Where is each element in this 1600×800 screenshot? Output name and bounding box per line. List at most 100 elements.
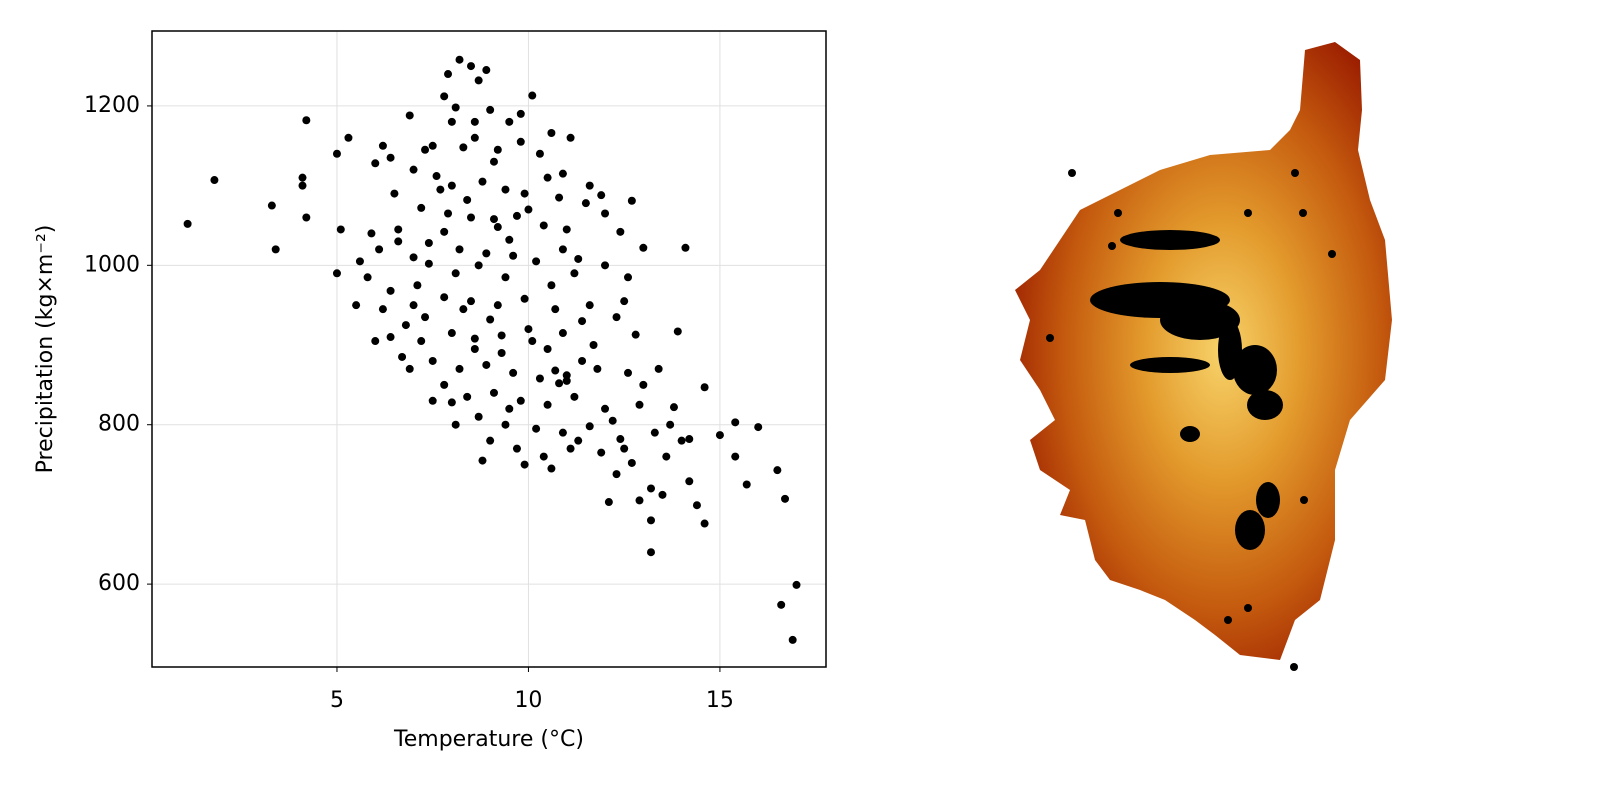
point (581, 199, 590, 208)
point (700, 383, 709, 392)
point (635, 400, 644, 409)
point (470, 117, 479, 126)
point (547, 281, 556, 290)
point (650, 428, 659, 437)
map-point (1291, 169, 1299, 177)
point (482, 66, 491, 75)
point (543, 345, 552, 353)
point (558, 169, 567, 178)
point (302, 116, 311, 125)
point (405, 364, 414, 373)
point (627, 196, 636, 205)
point (551, 366, 560, 375)
point (421, 145, 430, 154)
point (777, 600, 786, 609)
x-tick-label: 10 (514, 688, 542, 713)
point (528, 91, 537, 100)
point (444, 209, 453, 218)
point (210, 176, 219, 185)
point (371, 159, 380, 168)
point (520, 294, 529, 303)
point (355, 257, 364, 266)
point (616, 227, 625, 236)
map-cluster (1218, 320, 1242, 380)
point (451, 420, 460, 429)
point (532, 257, 541, 266)
point (547, 464, 556, 473)
map-point (1108, 242, 1116, 250)
point (543, 400, 552, 409)
point (398, 352, 407, 361)
point (631, 330, 640, 339)
point (535, 149, 544, 158)
y-tick-label: 1000 (84, 252, 140, 277)
point (578, 317, 587, 326)
plot-frame (151, 30, 827, 668)
point (677, 436, 686, 445)
point (447, 117, 456, 126)
point (267, 201, 276, 210)
point (417, 203, 426, 212)
point (597, 191, 606, 200)
point (543, 173, 552, 182)
point (669, 403, 678, 412)
point (505, 404, 514, 413)
map-point (1114, 209, 1122, 217)
point (792, 580, 801, 589)
point (489, 388, 498, 397)
point (520, 189, 529, 198)
point (428, 141, 437, 150)
point (566, 133, 575, 142)
point (455, 364, 464, 373)
map-cluster (1130, 357, 1210, 373)
map-points (1046, 169, 1336, 671)
point (493, 145, 502, 154)
point (455, 55, 464, 64)
point (486, 436, 495, 445)
point (646, 548, 655, 557)
point (673, 327, 682, 336)
point (601, 209, 610, 218)
map-point (1328, 250, 1336, 258)
map-cluster (1120, 230, 1220, 250)
point (604, 498, 613, 507)
map (1015, 42, 1392, 671)
point (662, 452, 671, 461)
point (497, 331, 506, 340)
point (470, 133, 479, 142)
point (654, 364, 663, 373)
point (597, 448, 606, 457)
point (551, 305, 560, 314)
point (497, 348, 506, 357)
point (685, 435, 694, 444)
point (474, 412, 483, 421)
point (754, 423, 763, 432)
point (512, 211, 521, 220)
point (436, 185, 445, 194)
map-cluster (1247, 390, 1283, 420)
point (516, 137, 525, 146)
point (788, 635, 797, 644)
point (467, 297, 476, 306)
point (520, 460, 529, 469)
point (509, 368, 518, 377)
point (467, 213, 476, 222)
point (528, 337, 537, 346)
point (367, 229, 376, 238)
point (562, 371, 571, 380)
point (781, 494, 790, 503)
point (501, 420, 510, 429)
point (558, 329, 567, 338)
point (539, 221, 548, 230)
point (646, 484, 655, 493)
point (624, 368, 633, 377)
point (482, 249, 491, 258)
point (493, 301, 502, 310)
point (535, 374, 544, 383)
point (394, 225, 403, 234)
point (585, 301, 594, 310)
point (378, 305, 387, 314)
point (566, 444, 575, 453)
point (601, 404, 610, 413)
point (646, 516, 655, 525)
